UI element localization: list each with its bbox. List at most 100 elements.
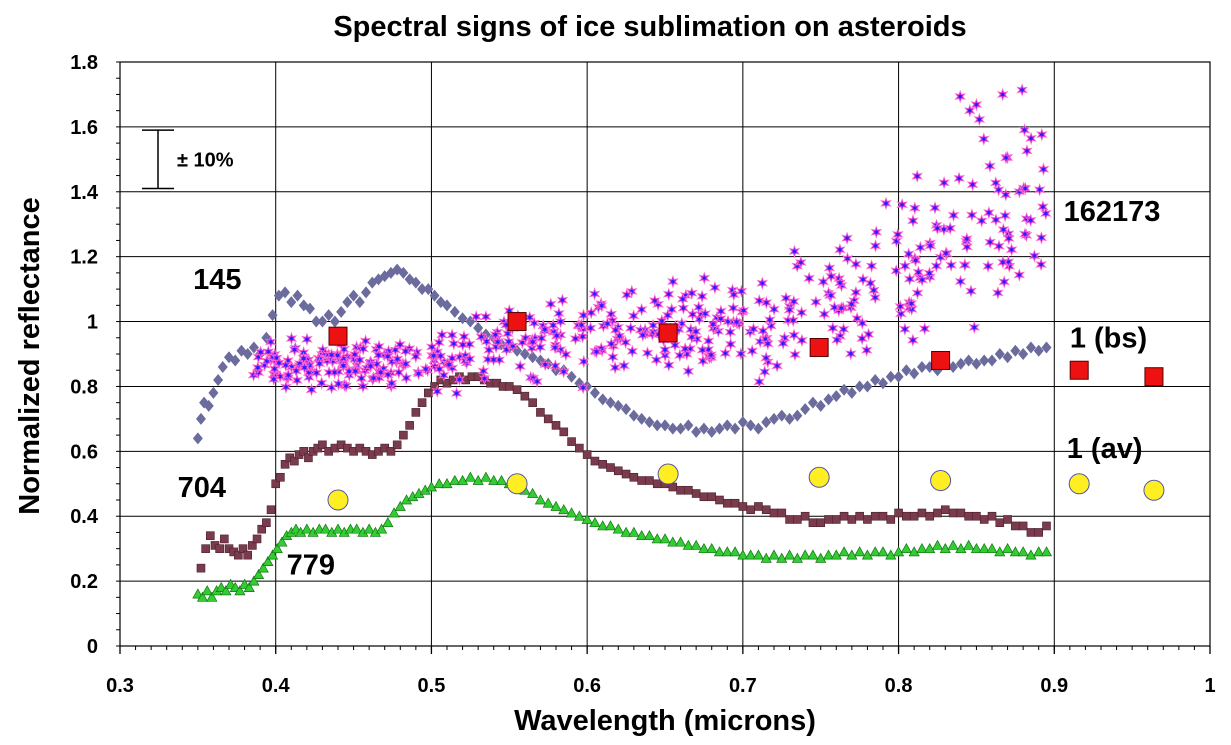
point-704 <box>1026 528 1036 537</box>
point-162173-core <box>944 251 948 255</box>
point-704 <box>855 511 864 521</box>
point-145 <box>329 315 340 328</box>
point-162173-core <box>694 329 698 334</box>
point-145 <box>987 354 997 367</box>
point-704 <box>238 544 248 553</box>
point-162173-core <box>909 301 913 306</box>
point-145 <box>230 354 241 367</box>
point-779 <box>931 539 944 550</box>
point-162173-core <box>531 340 535 344</box>
point-779 <box>877 546 889 557</box>
y-tick-label: 0.6 <box>70 441 98 463</box>
point-162173-core <box>404 376 408 380</box>
y-tick-label: 1.8 <box>70 52 98 74</box>
point-704 <box>878 511 888 521</box>
point-162173-core <box>970 213 974 217</box>
point-145 <box>192 432 203 445</box>
point-162173-core <box>660 319 664 323</box>
point-704 <box>777 508 787 518</box>
point-162173-core <box>1001 227 1005 232</box>
point-162173-core <box>1032 254 1037 258</box>
point-704 <box>318 440 327 450</box>
series-label-145: 145 <box>193 264 241 296</box>
point-779 <box>659 533 671 544</box>
point-162173-core <box>558 319 563 324</box>
point-162173-core <box>915 174 919 178</box>
y-tick-label: 0.8 <box>70 376 98 398</box>
point-162173-core <box>1041 205 1045 209</box>
point-162173-core <box>266 350 270 354</box>
point-162173-core <box>723 351 727 355</box>
point-162173-core <box>404 349 408 353</box>
point-162173-core <box>980 219 984 223</box>
point-779 <box>636 529 648 541</box>
point-704 <box>1034 528 1044 537</box>
point-162173-core <box>506 331 510 336</box>
point-162173-core <box>486 357 490 361</box>
point-162173-core <box>958 94 962 99</box>
point-145 <box>1025 341 1036 354</box>
point-162173-core <box>739 352 743 356</box>
point-779 <box>682 539 694 550</box>
error-bar-label: ± 10% <box>177 149 234 171</box>
point-162173-core <box>286 373 290 377</box>
point-162173-core <box>613 365 617 370</box>
point-162173-core <box>289 336 294 341</box>
point-704 <box>917 508 927 518</box>
point-162173-core <box>629 326 633 330</box>
point-704 <box>551 421 561 430</box>
point-145 <box>311 315 322 328</box>
point-704 <box>386 447 396 456</box>
point-779 <box>252 568 265 579</box>
point-779 <box>449 474 461 485</box>
point-145 <box>870 373 881 386</box>
point-704 <box>567 437 576 446</box>
point-779 <box>472 474 484 485</box>
point-162173-core <box>630 349 634 353</box>
point-779 <box>441 478 453 489</box>
point-162173-core <box>791 318 795 322</box>
point-1-bs <box>1069 360 1089 380</box>
point-162173-core <box>697 317 701 321</box>
point-704 <box>839 511 849 521</box>
point-162173-core <box>997 244 1001 248</box>
point-162173-core <box>839 306 843 310</box>
point-162173-core <box>573 337 578 341</box>
point-162173-core <box>686 369 690 373</box>
point-162173-core <box>482 376 487 381</box>
point-162173-core <box>792 249 797 253</box>
point-704 <box>252 534 262 544</box>
point-162173-core <box>553 346 557 350</box>
point-162173-core <box>395 357 400 361</box>
point-162173-core <box>908 277 912 281</box>
point-162173-core <box>368 364 373 368</box>
point-1-av <box>1143 479 1165 501</box>
point-162173-core <box>535 379 539 384</box>
point-145 <box>948 360 959 373</box>
point-162173-core <box>437 367 441 371</box>
point-145 <box>292 289 303 302</box>
point-704 <box>392 440 402 450</box>
point-162173-core <box>968 109 972 113</box>
point-145 <box>1002 351 1013 364</box>
point-145 <box>839 383 850 396</box>
point-145 <box>823 393 834 406</box>
point-779 <box>542 497 554 508</box>
point-145 <box>1018 348 1029 360</box>
point-162173-core <box>504 323 508 327</box>
point-779 <box>799 549 811 560</box>
point-779 <box>376 523 388 534</box>
point-779 <box>869 546 881 557</box>
series-label-1-av: 1 (av) <box>1067 433 1143 465</box>
point-779 <box>783 549 796 560</box>
point-145 <box>730 422 741 435</box>
point-704 <box>769 508 779 518</box>
point-162173-core <box>894 239 899 243</box>
point-145 <box>963 354 974 367</box>
point-145 <box>878 377 888 390</box>
point-162173-core <box>988 240 992 244</box>
point-779 <box>713 546 726 557</box>
point-779 <box>206 591 218 602</box>
point-162173-core <box>915 291 920 295</box>
